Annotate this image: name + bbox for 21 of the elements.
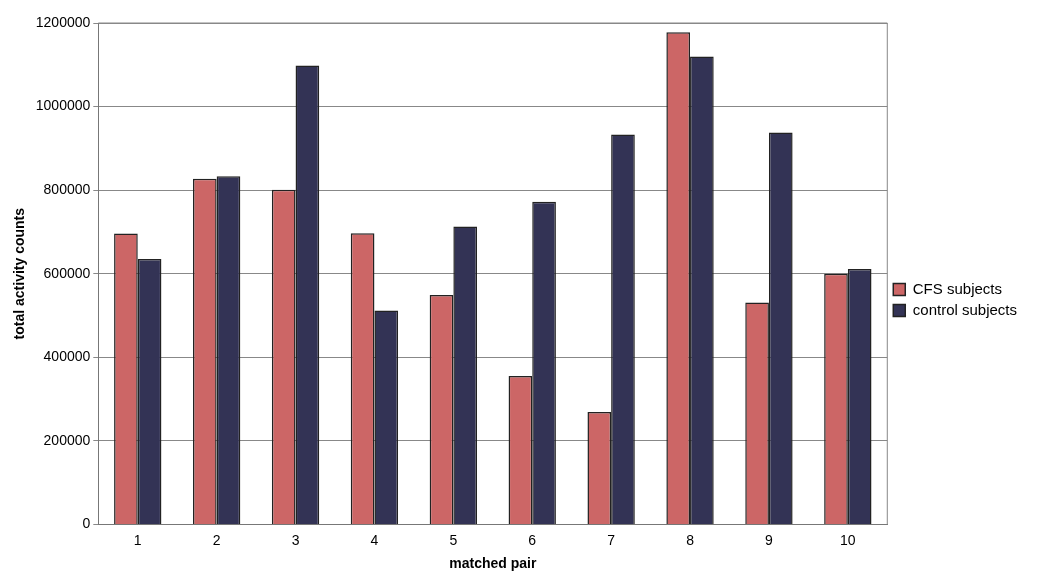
- y-tick-label: 400000: [43, 348, 91, 365]
- x-tick-label: 9: [765, 531, 774, 548]
- y-tick-label: 600000: [43, 264, 91, 281]
- legend-label: CFS subjects: [912, 279, 1002, 297]
- x-tick-label: 2: [212, 531, 221, 548]
- y-tick-label: 0: [82, 515, 91, 532]
- x-tick-label: 6: [528, 531, 537, 548]
- x-tick-label: 3: [291, 531, 300, 548]
- y-tick-label: 1200000: [35, 13, 91, 30]
- legend-label: control subjects: [912, 300, 1017, 318]
- x-tick-label: 8: [686, 531, 695, 548]
- y-tick-label: 200000: [43, 431, 91, 448]
- x-tick-label: 10: [840, 531, 856, 548]
- y-axis-title: total activity counts: [11, 207, 28, 340]
- x-tick-label: 5: [449, 531, 458, 548]
- x-tick-label: 4: [370, 531, 379, 548]
- x-tick-label: 7: [607, 531, 616, 548]
- x-axis-title: matched pair: [449, 555, 537, 572]
- y-tick-label: 800000: [43, 180, 91, 197]
- y-tick-label: 1000000: [35, 97, 91, 114]
- x-tick-label: 1: [133, 531, 142, 548]
